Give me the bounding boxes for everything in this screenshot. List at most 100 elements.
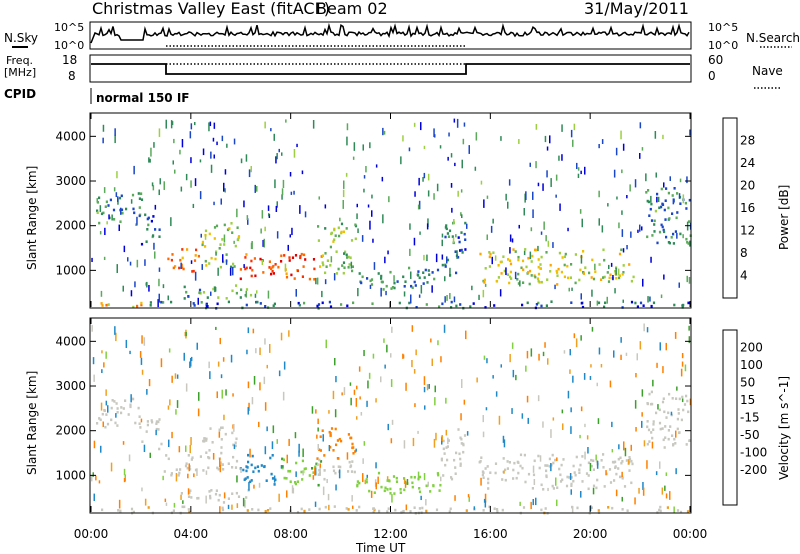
heatmap-cell (685, 237, 688, 241)
heatmap-cell (303, 253, 306, 257)
heatmap-cell (676, 386, 678, 391)
heatmap-cell (448, 510, 451, 513)
heatmap-cell (395, 480, 399, 483)
heatmap-cell (459, 303, 462, 306)
heatmap-cell (620, 354, 622, 360)
heatmap-cell (366, 474, 368, 478)
heatmap-cell (418, 294, 421, 298)
heatmap-cell (664, 485, 666, 491)
heatmap-cell (100, 302, 103, 305)
heatmap-cell (134, 421, 137, 425)
heatmap-cell (189, 131, 192, 139)
y-tick-label: 2000 (55, 424, 86, 438)
heatmap-cell (141, 369, 144, 375)
heatmap-cell (440, 458, 443, 462)
heatmap-cell (464, 238, 467, 241)
heatmap-cell (380, 277, 383, 280)
heatmap-cell (385, 284, 388, 288)
heatmap-cell (358, 481, 361, 485)
heatmap-cell (273, 483, 276, 486)
heatmap-cell (127, 413, 130, 416)
heatmap-cell (351, 460, 354, 463)
heatmap-cell (428, 273, 431, 276)
heatmap-cell (626, 195, 628, 199)
heatmap-cell (319, 467, 321, 476)
heatmap-cell (618, 444, 620, 450)
heatmap-cell (380, 274, 383, 278)
heatmap-cell (652, 423, 655, 426)
heatmap-cell (354, 223, 357, 227)
heatmap-cell (540, 304, 543, 308)
heatmap-cell (208, 361, 210, 369)
heatmap-cell (554, 458, 557, 462)
heatmap-cell (419, 231, 421, 235)
y-tick-label: 4000 (55, 334, 86, 348)
heatmap-cell (289, 470, 292, 473)
heatmap-cell (231, 466, 234, 469)
heatmap-cell (239, 277, 242, 281)
heatmap-cell (250, 166, 252, 173)
heatmap-cell (405, 504, 408, 511)
heatmap-cell (105, 351, 107, 359)
heatmap-cell (482, 415, 484, 423)
heatmap-cell (530, 348, 533, 357)
heatmap-cell (458, 452, 461, 456)
heatmap-cell (437, 473, 440, 477)
heatmap-cell (540, 280, 543, 284)
heatmap-cell (622, 271, 625, 274)
heatmap-cell (167, 405, 170, 410)
heatmap-cell (317, 483, 320, 487)
heatmap-cell (482, 431, 485, 438)
heatmap-cell (661, 225, 664, 229)
heatmap-cell (315, 409, 317, 414)
heatmap-cell (115, 332, 117, 342)
heatmap-cell (280, 260, 283, 263)
heatmap-cell (433, 193, 435, 200)
heatmap-cell (675, 216, 678, 220)
heatmap-cell (219, 461, 222, 465)
heatmap-cell (584, 166, 586, 175)
heatmap-cell (534, 275, 537, 279)
heatmap-cell (615, 147, 618, 156)
heatmap-cell (522, 506, 526, 509)
heatmap-cell (604, 301, 607, 305)
heatmap-cell (424, 268, 427, 272)
heatmap-cell (448, 132, 450, 137)
heatmap-cell (302, 471, 304, 476)
heatmap-cell (558, 155, 560, 161)
heatmap-cell (485, 407, 488, 411)
heatmap-cell (136, 259, 139, 268)
heatmap-cell (537, 301, 540, 305)
heatmap-cell (201, 264, 203, 270)
heatmap-cell (179, 258, 182, 262)
heatmap-cell (621, 460, 624, 463)
y-tick-label: 3000 (55, 174, 86, 188)
heatmap-cell (227, 504, 230, 510)
heatmap-cell (283, 361, 286, 370)
heatmap-cell (99, 231, 102, 235)
heatmap-cell (368, 372, 371, 379)
heatmap-cell (158, 189, 160, 196)
heatmap-cell (317, 239, 320, 242)
heatmap-cell (411, 485, 414, 489)
heatmap-cell (343, 252, 346, 255)
heatmap-cell (143, 444, 146, 453)
heatmap-cell (210, 151, 212, 159)
heatmap-cell (150, 219, 153, 223)
heatmap-cell (356, 416, 358, 420)
heatmap-cell (111, 214, 113, 221)
heatmap-cell (340, 230, 343, 234)
heatmap-cell (244, 499, 246, 508)
heatmap-cell (267, 205, 270, 211)
heatmap-cell (244, 267, 247, 271)
heatmap-cell (158, 447, 161, 451)
heatmap-cell (154, 228, 157, 231)
heatmap-cell (367, 380, 369, 389)
heatmap-cell (436, 472, 439, 475)
heatmap-cell (639, 341, 642, 350)
heatmap-cell (535, 124, 538, 130)
heatmap-cell (626, 509, 629, 512)
heatmap-cell (217, 296, 220, 299)
heatmap-cell (146, 389, 148, 395)
heatmap-cell (393, 492, 396, 495)
